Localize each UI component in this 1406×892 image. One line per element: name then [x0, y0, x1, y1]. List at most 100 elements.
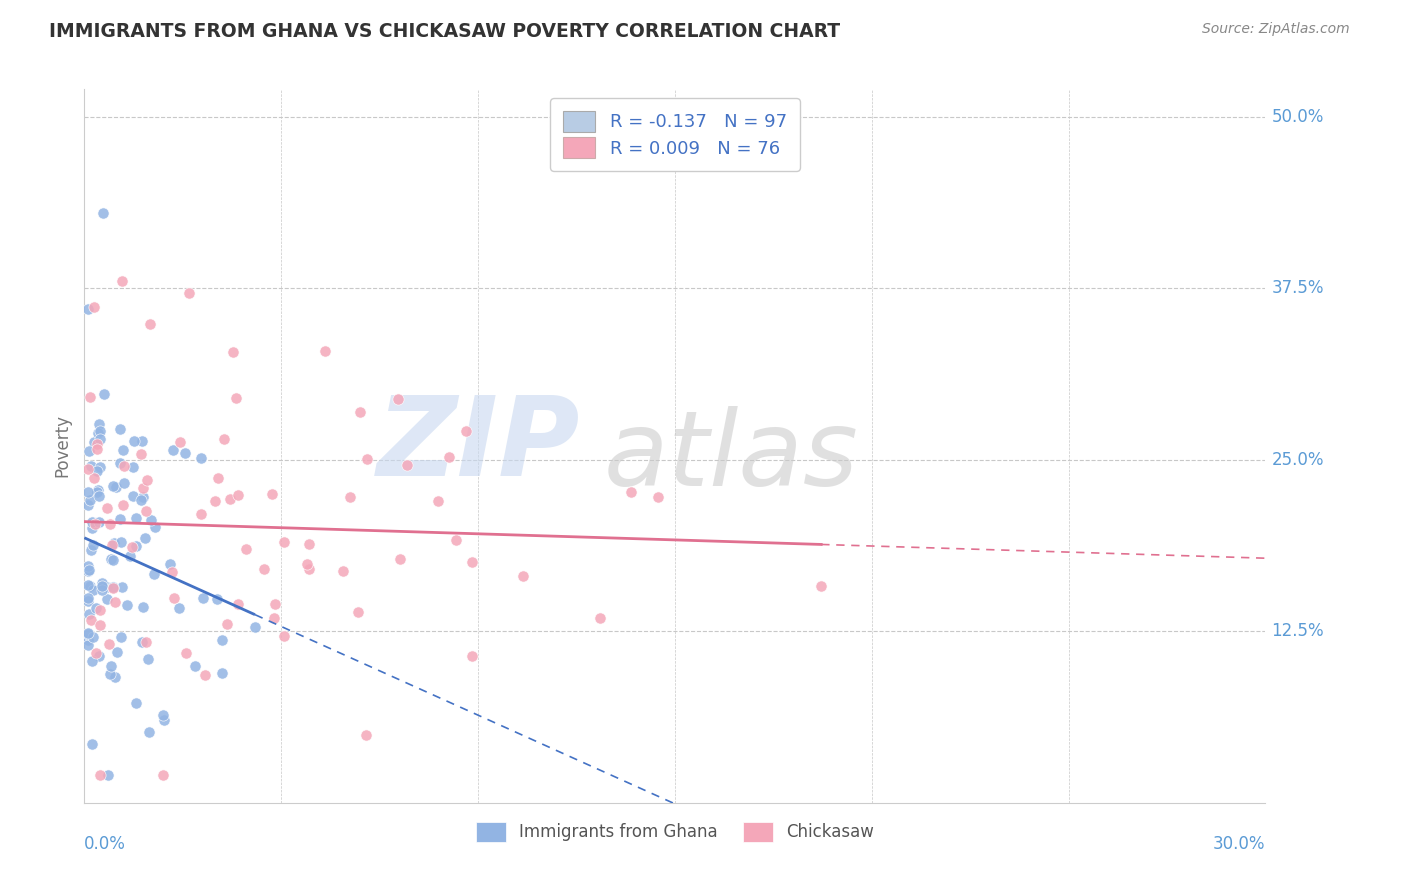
Point — [80, 613, 103, 627]
Point — [226, 598, 249, 612]
Point — [212, 432, 235, 446]
Point — [387, 392, 409, 407]
Point — [112, 459, 135, 474]
Point — [87, 425, 110, 440]
Point — [131, 634, 153, 648]
Point — [388, 552, 411, 566]
Point — [142, 566, 165, 581]
Point — [79, 493, 101, 508]
Point — [96, 500, 118, 515]
Point — [101, 538, 124, 552]
Point — [77, 564, 100, 578]
Point — [82, 655, 104, 669]
Point — [204, 494, 226, 508]
Text: 12.5%: 12.5% — [1271, 623, 1324, 640]
Point — [103, 581, 125, 595]
Point — [152, 768, 174, 782]
Point — [219, 492, 242, 507]
Point — [112, 498, 135, 512]
Point — [103, 536, 125, 550]
Text: 0.0%: 0.0% — [84, 835, 127, 853]
Point — [138, 725, 160, 739]
Point — [437, 450, 460, 464]
Point — [395, 458, 418, 472]
Point — [225, 391, 247, 405]
Point — [77, 638, 100, 652]
Point — [135, 504, 157, 518]
Point — [79, 390, 101, 404]
Point — [143, 520, 166, 534]
Point — [80, 542, 103, 557]
Point — [110, 580, 132, 594]
Point — [77, 594, 100, 608]
Point — [347, 605, 370, 619]
Point — [110, 631, 132, 645]
Point — [83, 435, 105, 450]
Point — [79, 579, 101, 593]
Point — [93, 386, 115, 401]
Point — [243, 620, 266, 634]
Point — [295, 558, 318, 572]
Point — [84, 601, 107, 615]
Point — [77, 591, 100, 605]
Point — [89, 617, 111, 632]
Point — [87, 649, 110, 664]
Point — [104, 595, 127, 609]
Point — [461, 555, 484, 569]
Point — [87, 417, 110, 431]
Point — [152, 714, 174, 728]
Point — [263, 611, 285, 625]
Point — [426, 494, 449, 508]
Point — [211, 633, 233, 648]
Point — [444, 533, 467, 548]
Point — [454, 424, 477, 438]
Point — [91, 576, 114, 591]
Point — [111, 274, 134, 288]
Point — [222, 345, 245, 359]
Point — [356, 451, 378, 466]
Point — [211, 666, 233, 681]
Point — [82, 520, 104, 534]
Point — [332, 565, 354, 579]
Point — [86, 485, 108, 500]
Point — [136, 473, 159, 487]
Point — [134, 532, 156, 546]
Point — [87, 515, 110, 529]
Point — [264, 597, 287, 611]
Text: 37.5%: 37.5% — [1271, 279, 1324, 297]
Point — [190, 451, 212, 466]
Text: IMMIGRANTS FROM GHANA VS CHICKASAW POVERTY CORRELATION CHART: IMMIGRANTS FROM GHANA VS CHICKASAW POVER… — [49, 22, 841, 41]
Point — [162, 442, 184, 457]
Point — [136, 652, 159, 666]
Point — [273, 629, 295, 643]
Text: Source: ZipAtlas.com: Source: ZipAtlas.com — [1202, 22, 1350, 37]
Point — [89, 459, 111, 474]
Point — [108, 512, 131, 526]
Point — [83, 300, 105, 314]
Text: 50.0%: 50.0% — [1271, 108, 1323, 126]
Point — [79, 607, 101, 621]
Point — [132, 490, 155, 504]
Point — [90, 583, 112, 598]
Point — [112, 476, 135, 491]
Point — [174, 646, 197, 660]
Point — [82, 630, 104, 644]
Point — [101, 580, 124, 594]
Point — [160, 565, 183, 579]
Point — [194, 668, 217, 682]
Point — [111, 442, 134, 457]
Point — [184, 658, 207, 673]
Point — [98, 516, 121, 531]
Point — [118, 549, 141, 563]
Point — [90, 579, 112, 593]
Point — [87, 489, 110, 503]
Point — [190, 507, 212, 521]
Point — [96, 580, 118, 594]
Point — [354, 729, 377, 743]
Point — [135, 635, 157, 649]
Point — [98, 637, 121, 651]
Text: ZIP: ZIP — [377, 392, 581, 500]
Legend: Immigrants from Ghana, Chickasaw: Immigrants from Ghana, Chickasaw — [465, 813, 884, 852]
Point — [89, 603, 111, 617]
Y-axis label: Poverty: Poverty — [53, 415, 72, 477]
